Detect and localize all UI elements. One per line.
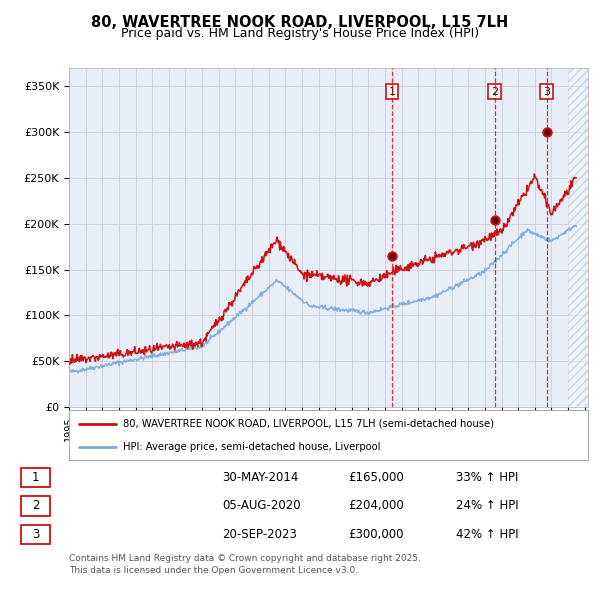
Text: Contains HM Land Registry data © Crown copyright and database right 2025.
This d: Contains HM Land Registry data © Crown c…: [69, 554, 421, 575]
Text: 42% ↑ HPI: 42% ↑ HPI: [456, 528, 518, 541]
Text: 2: 2: [491, 87, 498, 97]
Text: 1: 1: [389, 87, 395, 97]
FancyBboxPatch shape: [21, 468, 50, 487]
Text: Price paid vs. HM Land Registry's House Price Index (HPI): Price paid vs. HM Land Registry's House …: [121, 27, 479, 40]
Text: 2: 2: [32, 499, 39, 513]
Text: £165,000: £165,000: [348, 471, 404, 484]
FancyBboxPatch shape: [21, 496, 50, 516]
Text: £204,000: £204,000: [348, 499, 404, 513]
Text: 80, WAVERTREE NOOK ROAD, LIVERPOOL, L15 7LH (semi-detached house): 80, WAVERTREE NOOK ROAD, LIVERPOOL, L15 …: [124, 418, 494, 428]
Bar: [568, 68, 600, 407]
Text: 3: 3: [32, 528, 39, 541]
Text: 20-SEP-2023: 20-SEP-2023: [222, 528, 297, 541]
FancyBboxPatch shape: [21, 525, 50, 544]
Text: 80, WAVERTREE NOOK ROAD, LIVERPOOL, L15 7LH: 80, WAVERTREE NOOK ROAD, LIVERPOOL, L15 …: [91, 15, 509, 30]
Text: 1: 1: [32, 471, 39, 484]
Bar: [568, 68, 600, 407]
Text: HPI: Average price, semi-detached house, Liverpool: HPI: Average price, semi-detached house,…: [124, 442, 381, 452]
Text: 05-AUG-2020: 05-AUG-2020: [222, 499, 301, 513]
Text: £300,000: £300,000: [348, 528, 404, 541]
Text: 3: 3: [543, 87, 550, 97]
Text: 33% ↑ HPI: 33% ↑ HPI: [456, 471, 518, 484]
Text: 24% ↑ HPI: 24% ↑ HPI: [456, 499, 518, 513]
Text: 30-MAY-2014: 30-MAY-2014: [222, 471, 298, 484]
